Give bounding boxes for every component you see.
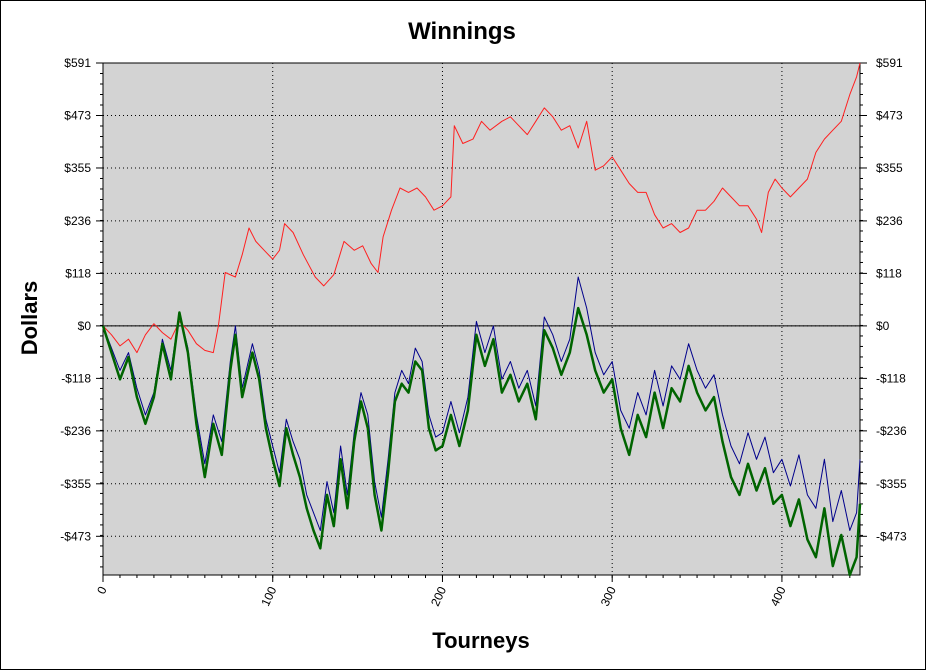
y-tick-label-left: $118	[65, 266, 91, 280]
y-axis-title: Dollars	[17, 281, 42, 356]
y-tick-label-right: $0	[876, 319, 890, 333]
y-tick-label-right: -$473	[876, 529, 907, 543]
y-tick-label-right: -$355	[876, 477, 907, 491]
x-tick-label: 200	[428, 584, 449, 608]
y-tick-label-left: -$236	[60, 424, 91, 438]
x-tick-label: 300	[598, 584, 619, 608]
y-tick-label-left: -$355	[60, 477, 91, 491]
x-tick-label: 0	[94, 584, 110, 596]
y-tick-label-right: $591	[876, 56, 903, 70]
y-tick-label-right: $118	[876, 266, 902, 280]
plot-area	[102, 62, 861, 576]
y-tick-label-right: $236	[876, 214, 903, 228]
y-tick-label-left: $236	[64, 214, 91, 228]
chart-title: Winnings	[408, 18, 516, 45]
y-tick-label-left: $473	[64, 108, 91, 122]
x-axis-title: Tourneys	[432, 628, 529, 653]
y-tick-label-right: $473	[876, 108, 903, 122]
y-tick-label-left: $0	[78, 319, 92, 333]
y-tick-label-left: $591	[64, 56, 91, 70]
y-tick-label-left: -$473	[60, 529, 91, 543]
y-tick-label-right: -$236	[876, 424, 907, 438]
y-tick-label-right: -$118	[876, 371, 906, 385]
x-tick-label: 100	[258, 584, 279, 608]
x-tick-label: 400	[767, 584, 788, 608]
plot-layer: $591 $591 $473 $473 $355 $355 $236 $236 $118 $118…	[60, 56, 907, 608]
y-tick-label-left: $355	[64, 161, 91, 175]
series-line-3	[101, 306, 862, 577]
y-tick-label-left: -$118	[61, 371, 91, 385]
series-line-1	[102, 62, 861, 354]
series-line-2	[102, 276, 861, 531]
y-tick-label-right: $355	[876, 161, 903, 175]
